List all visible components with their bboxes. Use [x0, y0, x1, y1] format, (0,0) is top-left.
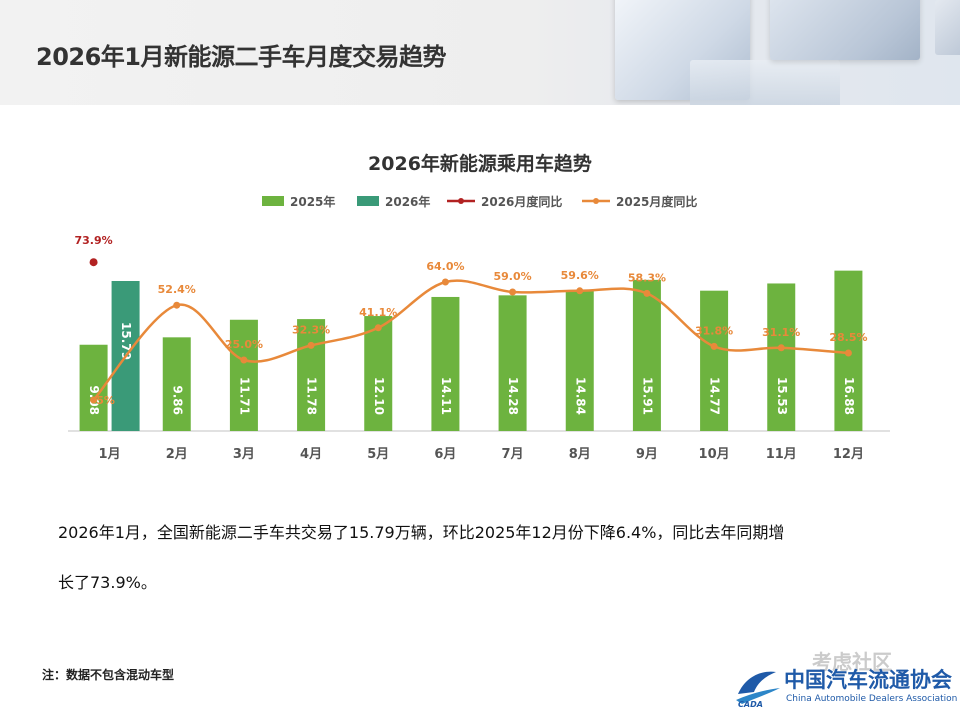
- trend-chart: 2026年新能源乘用车趋势 2025年 2026年 2026月度同比 2025月度同比 9…: [68, 152, 890, 462]
- watermark: 考虑社区: [812, 650, 892, 674]
- line-2025-point-10: [710, 342, 718, 350]
- line-2025-point-6: [441, 278, 449, 286]
- bar-2025-4: [297, 319, 326, 431]
- line-2025-label-5: 41.1%: [359, 306, 397, 319]
- line-2026-point-1: [89, 258, 98, 267]
- line-2025-point-9: [643, 289, 651, 297]
- line-2025-label-11: 31.1%: [762, 326, 800, 339]
- bar-2025-label-7: 14.28: [506, 377, 520, 415]
- decorative-cube: [690, 60, 840, 105]
- bar-2025-9: [632, 279, 661, 431]
- chart-title: 2026年新能源乘用车趋势: [368, 152, 592, 175]
- legend-label-3: 2026月度同比: [481, 194, 562, 209]
- line-2025-point-2: [173, 301, 181, 309]
- summary-line-1: 2026年1月，全国新能源二手车共交易了15.79万辆，环比2025年12月份下…: [58, 523, 785, 542]
- bar-2025-label-8: 14.84: [573, 377, 587, 415]
- line-2025-point-1: [90, 396, 98, 404]
- bar-2025-label-3: 11.71: [237, 377, 251, 415]
- bar-2025-label-10: 14.77: [708, 377, 722, 415]
- legend-label-4: 2025月度同比: [616, 194, 697, 209]
- line-2025-label-9: 58.3%: [628, 271, 666, 284]
- legend-marker-4: [593, 198, 599, 204]
- line-2026-label-1: 73.9%: [74, 234, 112, 247]
- x-tick-label-6: 6月: [434, 447, 456, 462]
- line-2025-point-5: [374, 324, 382, 332]
- bar-2025-label-9: 15.91: [640, 377, 654, 415]
- summary-text: 2026年1月，全国新能源二手车共交易了15.79万辆，环比2025年12月份下…: [58, 508, 908, 608]
- x-tick-label-7: 7月: [502, 447, 524, 462]
- bar-2025-label-6: 14.11: [439, 377, 453, 415]
- header-banner: 2026年1月新能源二手车月度交易趋势: [0, 0, 960, 105]
- bar-2025-10: [700, 290, 729, 431]
- line-2025-point-4: [307, 341, 315, 349]
- summary-line-2: 长了73.9%。: [58, 573, 157, 592]
- cada-logo-icon: [736, 671, 780, 704]
- bar-2025-label-11: 15.53: [775, 377, 789, 415]
- decorative-cube: [770, 0, 920, 60]
- x-tick-label-5: 5月: [367, 447, 389, 462]
- legend-marker-3: [458, 198, 464, 204]
- legend-label-1: 2025年: [290, 194, 335, 209]
- line-2025-label-2: 52.4%: [158, 283, 196, 296]
- line-2025-label-6: 64.0%: [426, 260, 464, 273]
- line-2025-point-7: [509, 288, 517, 296]
- legend-label-2: 2026年: [385, 194, 430, 209]
- line-2025-point-3: [240, 356, 248, 364]
- line-2025-label-3: 25.0%: [225, 338, 263, 351]
- footnote: 注：数据不包含混动车型: [42, 668, 175, 682]
- bar-2025-11: [767, 283, 796, 431]
- bar-2025-2: [162, 337, 191, 431]
- x-tick-label-2: 2月: [166, 447, 188, 462]
- org-abbr: CADA: [738, 700, 763, 709]
- bar-2025-label-4: 11.78: [305, 377, 319, 415]
- x-tick-label-10: 10月: [699, 447, 730, 462]
- line-2025-point-8: [576, 287, 584, 295]
- line-2025-point-12: [844, 349, 852, 357]
- x-tick-label-4: 4月: [300, 447, 322, 462]
- bar-2025-7: [498, 295, 527, 431]
- line-2025-label-4: 32.3%: [292, 323, 330, 336]
- chart-area: 2026年新能源乘用车趋势 2025年 2026年 2026月度同比 2025月度同比 9…: [0, 130, 960, 470]
- x-tick-label-1: 1月: [99, 447, 121, 462]
- x-tick-label-9: 9月: [636, 447, 658, 462]
- line-2025-label-8: 59.6%: [561, 269, 599, 282]
- x-tick-label-3: 3月: [233, 447, 255, 462]
- line-2025-label-7: 59.0%: [493, 270, 531, 283]
- decorative-cube: [935, 0, 960, 55]
- legend-swatch-1: [262, 196, 284, 206]
- bar-2025-8: [565, 290, 594, 431]
- page-title: 2026年1月新能源二手车月度交易趋势: [36, 43, 447, 71]
- org-name-cn: 中国汽车流通协会: [784, 667, 952, 692]
- bar-2025-6: [431, 296, 460, 431]
- line-2025-label-10: 31.8%: [695, 324, 733, 337]
- x-tick-label-11: 11月: [766, 447, 797, 462]
- bar-2025-3: [229, 319, 258, 431]
- line-2025-label-12: 28.5%: [829, 331, 867, 344]
- x-tick-label-8: 8月: [569, 447, 591, 462]
- bar-2025-label-2: 9.86: [170, 385, 184, 415]
- line-2025-point-11: [777, 344, 785, 352]
- legend-swatch-2: [357, 196, 379, 206]
- bar-2025-label-5: 12.10: [372, 377, 386, 415]
- bar-2025-label-12: 16.88: [842, 377, 856, 415]
- org-logo: CADA 中国汽车流通协会 China Automobile Dealers A…: [732, 660, 957, 712]
- org-name-en: China Automobile Dealers Association: [786, 694, 958, 704]
- x-tick-label-12: 12月: [833, 447, 864, 462]
- line-2025-yoy: [92, 279, 849, 401]
- bar-2025-5: [364, 316, 393, 431]
- line-2025-label-1: 5%: [96, 394, 115, 407]
